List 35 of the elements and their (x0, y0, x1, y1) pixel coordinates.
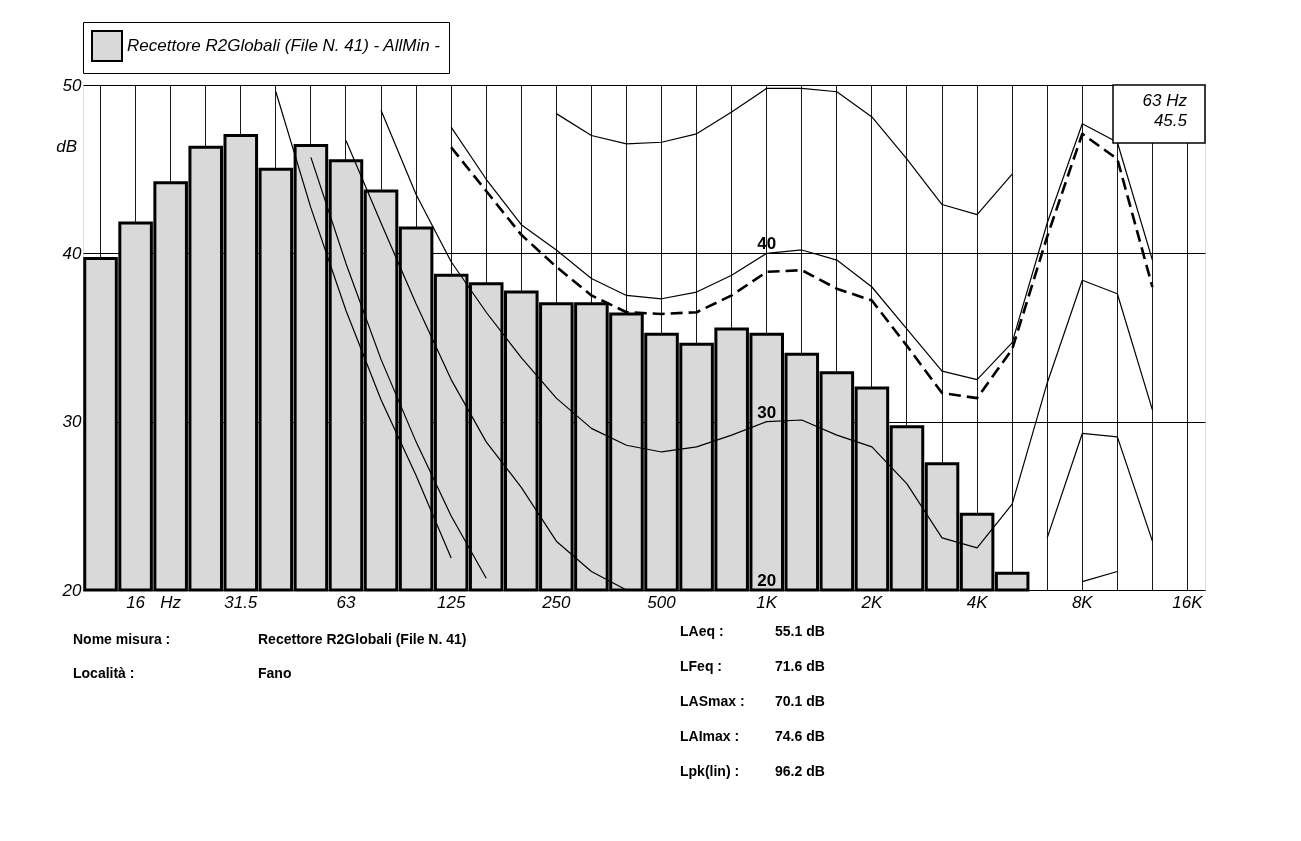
text: 70.1 dB (775, 693, 825, 709)
text: Nome misura : (73, 631, 171, 647)
x-tick-label: 16K (1172, 592, 1204, 612)
text: LAeq : (680, 623, 724, 639)
y-tick-label: 30 (62, 412, 83, 432)
annotation: 20 (757, 571, 777, 590)
text: Recettore R2Globali (File N. 41) (258, 631, 467, 647)
y-tick-label: 50 (62, 75, 83, 95)
y-tick-label: 40 (62, 243, 83, 263)
x-tick-label: 500 (647, 592, 677, 612)
x-tick-label: 2K (860, 592, 883, 612)
text: Fano (258, 665, 292, 681)
x-tick-label: 16 (126, 592, 146, 612)
text: Lpk(lin) : (680, 763, 740, 779)
x-tick-label: 31.5 (224, 592, 258, 612)
x-tick-label: Hz (160, 592, 182, 612)
text: LFeq : (680, 658, 722, 674)
text: 74.6 dB (775, 728, 825, 744)
text: LAImax : (680, 728, 740, 744)
x-tick-label: 250 (541, 592, 572, 612)
legend-label: Recettore R2Globali (File N. 41) - AllMin - (127, 36, 441, 55)
text: LASmax : (680, 693, 745, 709)
x-tick-label: 1K (756, 592, 778, 612)
y-tick-label: 20 (61, 580, 83, 600)
text: 55.1 dB (775, 623, 825, 639)
annotation: 63 Hz 45.5 (1142, 91, 1188, 130)
text: Località : (73, 665, 135, 681)
x-tick-label: 8K (1071, 592, 1094, 612)
y-axis-title: dB (56, 137, 77, 156)
x-tick-label: 63 (336, 592, 356, 612)
annotation: 30 (757, 402, 777, 422)
x-tick-label: 125 (436, 592, 466, 612)
text: 96.2 dB (775, 763, 825, 779)
x-tick-label: 4K (966, 592, 989, 612)
text: 71.6 dB (775, 658, 825, 674)
